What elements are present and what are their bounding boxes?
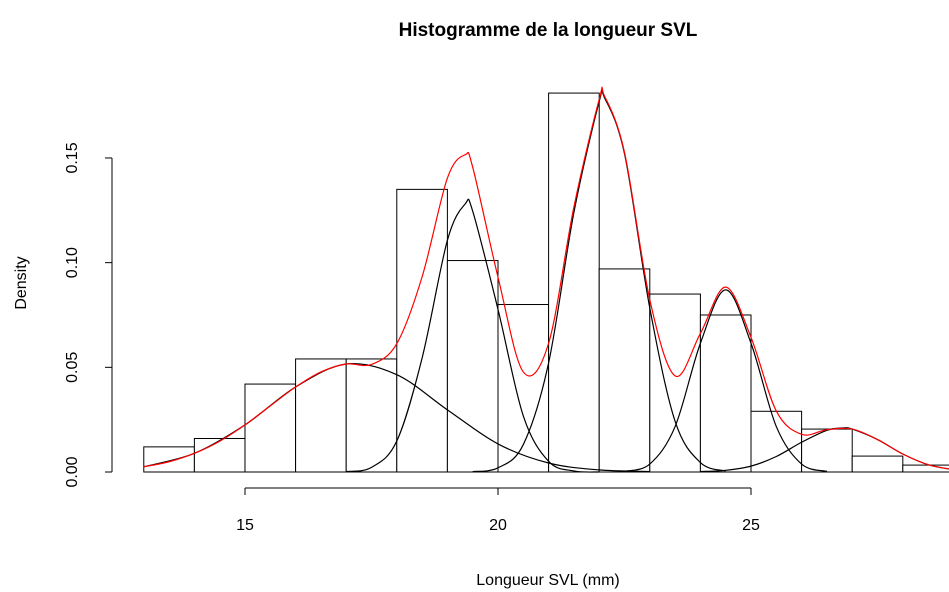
histogram-bar	[649, 293, 701, 473]
histogram-bar	[193, 438, 246, 473]
x-tick-label: 15	[236, 517, 254, 534]
density-curve	[346, 198, 600, 473]
histogram-bar	[244, 383, 297, 473]
y-axis-label: Density	[13, 256, 30, 309]
histogram-bar	[801, 428, 853, 473]
y-tick-label: 0.05	[64, 352, 81, 383]
histogram-bar	[345, 358, 398, 473]
histogram-bar	[750, 410, 803, 473]
histogram-bar	[598, 268, 651, 473]
y-tick-label: 0.10	[64, 247, 81, 278]
y-tick-label: 0.00	[64, 456, 81, 487]
histogram-bar	[396, 188, 448, 473]
histogram-bar	[902, 464, 949, 473]
histogram-bar	[143, 446, 195, 473]
histogram-bar	[548, 92, 600, 473]
x-tick-label: 20	[489, 517, 507, 534]
chart-title: Histogramme de la longueur SVL	[399, 20, 698, 41]
x-axis-label: Longueur SVL (mm)	[476, 572, 619, 589]
x-tick-label: 25	[742, 517, 760, 534]
histogram-bar	[699, 314, 752, 473]
histogram-bar	[851, 455, 904, 473]
y-tick-label: 0.15	[64, 142, 81, 173]
histogram-bar	[295, 358, 347, 473]
density-curve	[624, 289, 828, 472]
density-curve	[143, 86, 949, 470]
histogram-bar	[497, 304, 550, 473]
